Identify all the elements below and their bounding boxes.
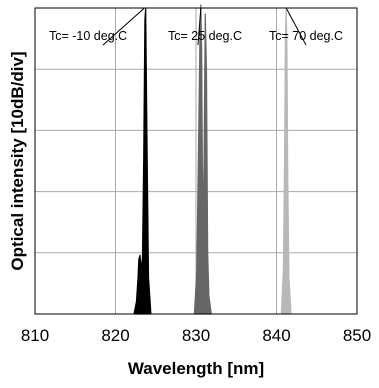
annotation-leader xyxy=(102,7,145,46)
spectrum-series-2 xyxy=(193,4,212,315)
grid-layer xyxy=(35,8,357,314)
x-tick-label: 850 xyxy=(343,326,371,345)
x-axis-title: Wavelength [nm] xyxy=(128,359,264,378)
tick-label-layer: 810 820 830 840 850 xyxy=(21,326,371,345)
spectrum-series-3 xyxy=(280,7,292,315)
plot-frame xyxy=(34,7,358,315)
annotation-leader xyxy=(197,7,202,46)
x-tick-label: 810 xyxy=(21,326,49,345)
series-layer xyxy=(133,4,292,315)
annotation-label: Tc= 25 deg.C xyxy=(168,29,242,43)
annotation-layer: Tc= -10 deg.C Tc= 25 deg.C Tc= 70 deg.C xyxy=(49,7,343,46)
x-tick-label: 830 xyxy=(182,326,210,345)
spectrum-series-1 xyxy=(133,7,152,315)
x-tick-label: 820 xyxy=(101,326,129,345)
x-tick-label: 840 xyxy=(262,326,290,345)
annotation-label: Tc= -10 deg.C xyxy=(49,29,127,43)
y-axis-title: Optical intensity [10dB/div] xyxy=(8,51,27,270)
annotation-leader xyxy=(285,7,307,46)
annotation-label: Tc= 70 deg.C xyxy=(269,29,343,43)
